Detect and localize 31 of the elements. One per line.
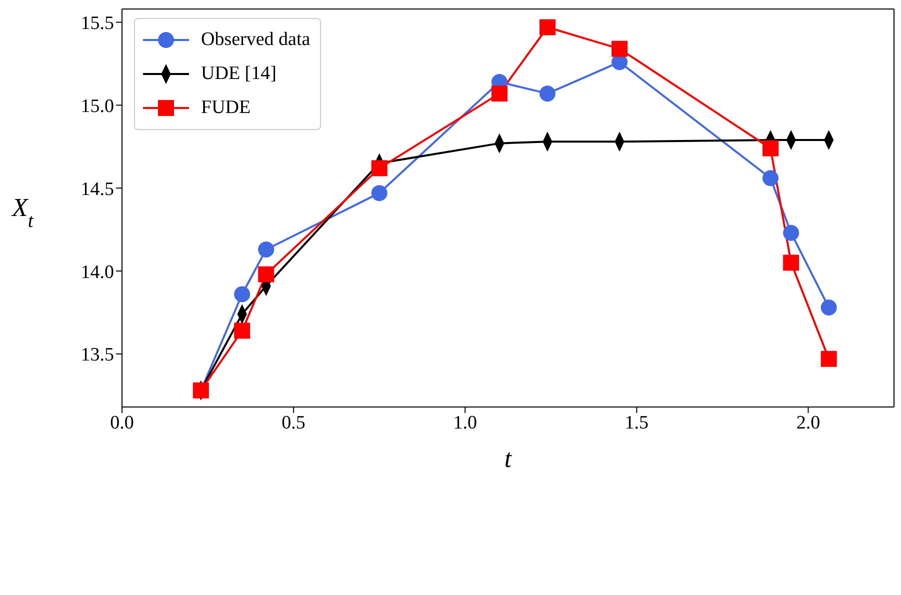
legend-label: Observed data xyxy=(201,29,310,51)
point xyxy=(820,350,837,367)
point xyxy=(783,254,800,271)
point xyxy=(539,86,556,102)
y-tick-label: 15.5 xyxy=(80,13,114,34)
point xyxy=(371,185,388,202)
point xyxy=(234,286,250,302)
point xyxy=(234,322,250,339)
x-tick-label: 1.5 xyxy=(624,412,649,434)
point xyxy=(258,266,274,282)
point xyxy=(762,170,778,186)
point xyxy=(539,19,556,36)
y-tick-label: 13.5 xyxy=(80,344,114,366)
legend-label: FUDE xyxy=(201,97,251,119)
x-tick-label: 0.0 xyxy=(110,412,134,434)
x-tick-label: 2.0 xyxy=(796,412,820,434)
y-axis-title: X$_{t}$ xyxy=(11,193,34,232)
point xyxy=(783,224,800,241)
point xyxy=(612,40,628,57)
y-tick-label: 15.0 xyxy=(80,96,114,117)
point xyxy=(371,160,388,176)
point xyxy=(491,86,508,102)
x-tick-label: 1.0 xyxy=(453,412,477,434)
legend-label: UDE [14] xyxy=(201,63,276,85)
point xyxy=(762,140,778,156)
x-axis-title: t xyxy=(504,444,512,473)
x-tick-label: 0.5 xyxy=(282,412,306,434)
y-tick-label: 14.0 xyxy=(80,262,114,283)
y-tick-label: 14.5 xyxy=(80,178,114,200)
point xyxy=(258,241,274,258)
point xyxy=(820,300,837,316)
